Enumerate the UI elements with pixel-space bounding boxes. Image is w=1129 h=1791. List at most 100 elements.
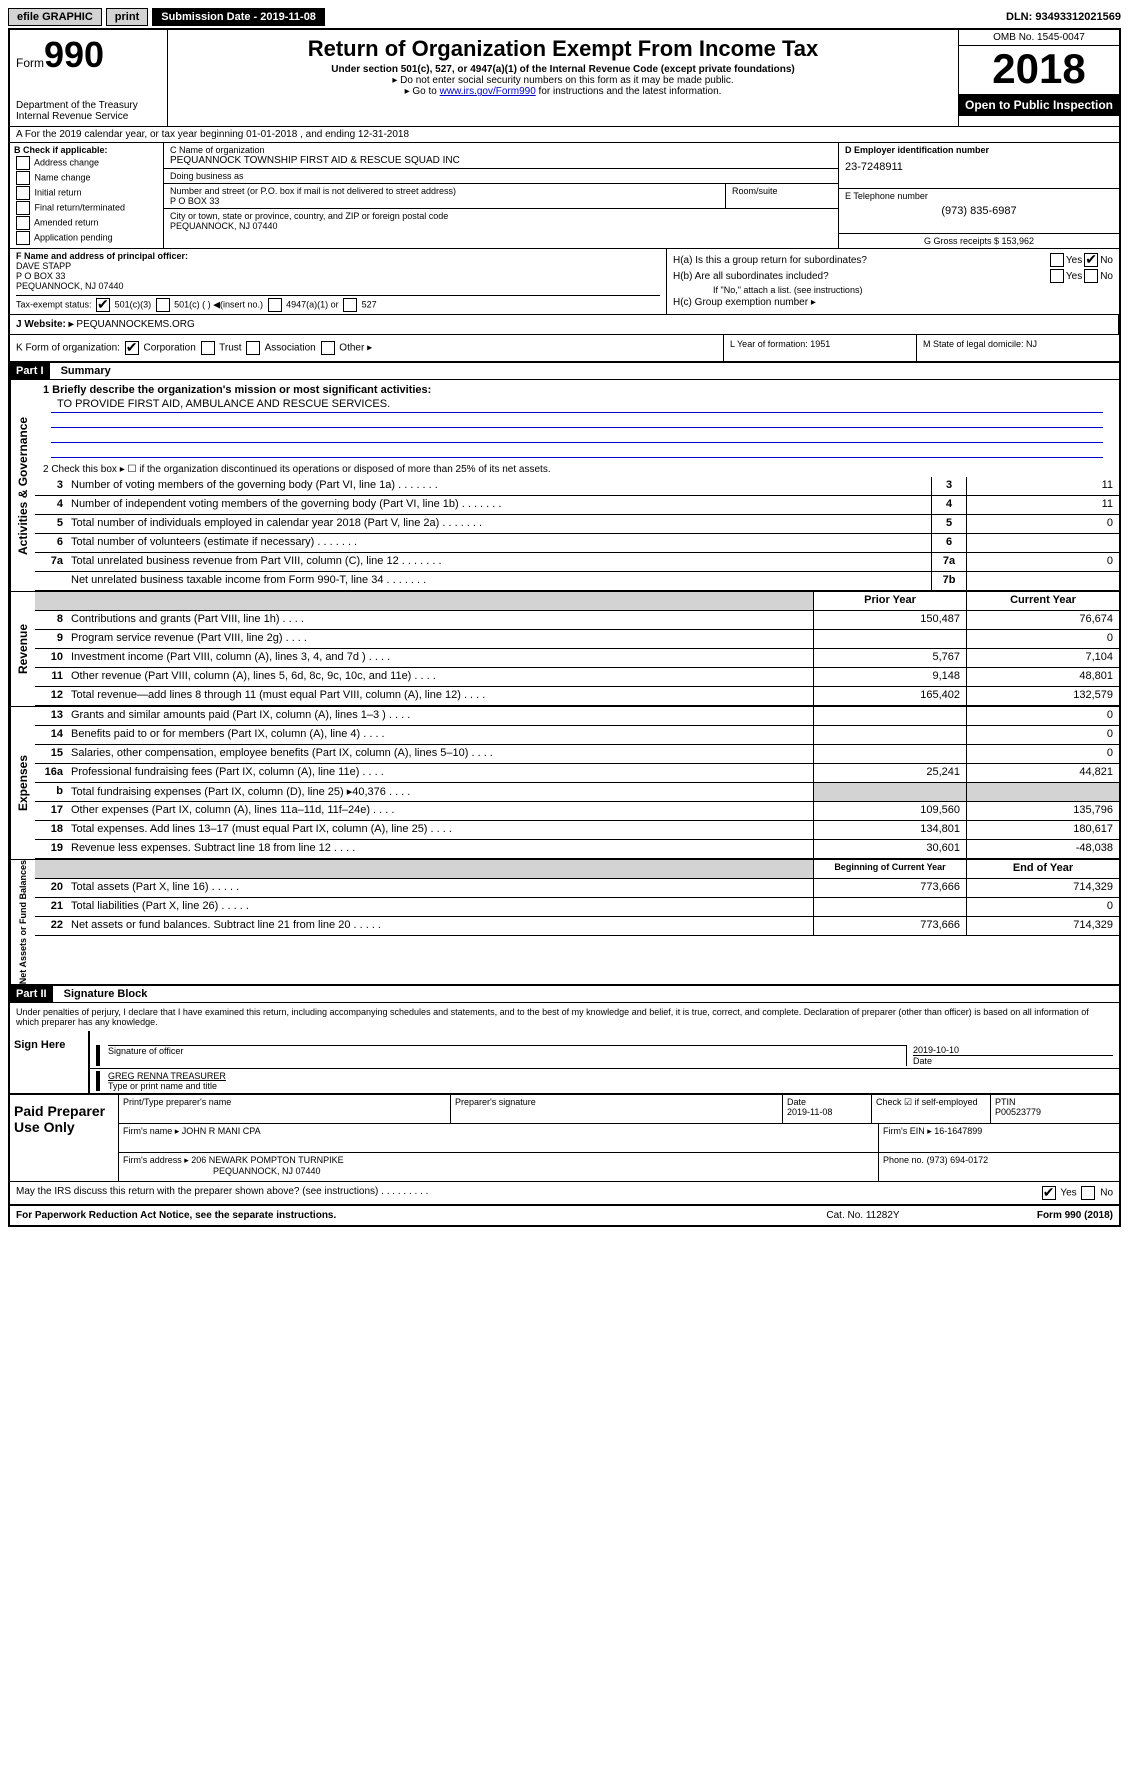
chk-final-return[interactable]	[16, 201, 30, 215]
open-public-badge: Open to Public Inspection	[959, 94, 1119, 116]
part1-badge: Part I	[10, 363, 50, 379]
goto-post: for instructions and the latest informat…	[536, 86, 722, 97]
lbl-address-change: Address change	[34, 157, 99, 167]
firm-ein-value: 16-1647899	[934, 1126, 982, 1136]
room-label: Room/suite	[726, 184, 838, 208]
chk-other[interactable]	[321, 341, 335, 355]
omb-number: OMB No. 1545-0047	[959, 30, 1119, 46]
hb-yes[interactable]	[1050, 269, 1064, 283]
table-row: 3Number of voting members of the governi…	[35, 477, 1119, 496]
form-prefix: Form	[16, 56, 44, 70]
sign-here-row: Sign Here Signature of officer 2019-10-1…	[10, 1031, 1119, 1094]
ha-label: H(a) Is this a group return for subordin…	[673, 255, 1048, 266]
part2-header-row: Part II Signature Block	[10, 986, 1119, 1003]
chk-amended[interactable]	[16, 216, 30, 230]
addr-value: P O BOX 33	[170, 196, 719, 206]
officer-addr: P O BOX 33	[16, 271, 660, 281]
part1-header-row: Part I Summary	[10, 363, 1119, 380]
table-row: 12Total revenue—add lines 8 through 11 (…	[35, 687, 1119, 706]
subtitle-2: ▸ Do not enter social security numbers o…	[176, 75, 950, 86]
lbl-527: 527	[362, 299, 377, 309]
tel-label: E Telephone number	[845, 191, 1113, 201]
chk-527[interactable]	[343, 298, 357, 312]
paid-preparer-label: Paid Preparer Use Only	[10, 1095, 119, 1181]
paid-preparer-block: Paid Preparer Use Only Print/Type prepar…	[10, 1094, 1119, 1182]
lbl-name-change: Name change	[35, 172, 91, 182]
firm-city-value: PEQUANNOCK, NJ 07440	[123, 1166, 321, 1176]
firm-name-value: JOHN R MANI CPA	[182, 1126, 261, 1136]
paperwork-notice: For Paperwork Reduction Act Notice, see …	[16, 1210, 763, 1221]
end-year-hdr: End of Year	[966, 860, 1119, 878]
footer-row: For Paperwork Reduction Act Notice, see …	[10, 1206, 1119, 1225]
lbl-initial-return: Initial return	[35, 187, 82, 197]
irs-link[interactable]: www.irs.gov/Form990	[440, 86, 536, 97]
chk-app-pending[interactable]	[16, 231, 30, 245]
city-label: City or town, state or province, country…	[170, 211, 832, 221]
firm-ein-label: Firm's EIN ▸	[883, 1126, 932, 1136]
form-org-label: K Form of organization:	[16, 343, 120, 354]
org-name-label: C Name of organization	[170, 145, 832, 155]
org-name: PEQUANNOCK TOWNSHIP FIRST AID & RESCUE S…	[170, 155, 832, 166]
firm-phone-label: Phone no.	[883, 1155, 924, 1165]
sign-here-label: Sign Here	[10, 1031, 90, 1093]
sidebar-governance: Activities & Governance	[10, 380, 35, 591]
form-header: Form990 Department of the Treasury Inter…	[10, 30, 1119, 127]
begin-year-hdr: Beginning of Current Year	[813, 860, 966, 878]
part2-title: Signature Block	[56, 986, 148, 1002]
print-button[interactable]: print	[106, 8, 148, 26]
self-employed: Check ☑ if self-employed	[872, 1095, 991, 1123]
row-a-calendar: A For the 2019 calendar year, or tax yea…	[10, 127, 1119, 142]
chk-501c3[interactable]	[96, 298, 110, 312]
sig-officer-label: Signature of officer	[108, 1045, 906, 1056]
hb-label: H(b) Are all subordinates included?	[673, 271, 1048, 282]
lbl-amended: Amended return	[34, 217, 99, 227]
col-b-title: B Check if applicable:	[14, 145, 159, 155]
discuss-yes[interactable]	[1042, 1186, 1056, 1200]
chk-4947[interactable]	[268, 298, 282, 312]
chk-address-change[interactable]	[16, 156, 30, 170]
tax-exempt-label: Tax-exempt status:	[16, 299, 92, 309]
hb-note: If "No," attach a list. (see instruction…	[673, 285, 1113, 295]
lbl-4947: 4947(a)(1) or	[286, 299, 339, 309]
table-row: 15Salaries, other compensation, employee…	[35, 745, 1119, 764]
table-row: 22Net assets or fund balances. Subtract …	[35, 917, 1119, 936]
chk-initial-return[interactable]	[16, 186, 30, 200]
cat-no: Cat. No. 11282Y	[763, 1210, 963, 1221]
lbl-app-pending: Application pending	[34, 232, 113, 242]
row-j: J Website: ▸ PEQUANNOCKEMS.ORG	[10, 315, 1119, 335]
chk-name-change[interactable]	[16, 171, 30, 185]
firm-phone-value: (973) 694-0172	[927, 1155, 989, 1165]
form-footer: Form 990 (2018)	[963, 1210, 1113, 1221]
hb-no[interactable]	[1084, 269, 1098, 283]
lbl-trust: Trust	[219, 343, 241, 354]
type-name-label: Type or print name and title	[108, 1081, 1113, 1091]
table-row: 4Number of independent voting members of…	[35, 496, 1119, 515]
website-value: PEQUANNOCKEMS.ORG	[76, 319, 194, 330]
prior-year-hdr: Prior Year	[813, 592, 966, 610]
lbl-501c: 501(c) ( ) ◀(insert no.)	[174, 299, 263, 309]
table-row: 18Total expenses. Add lines 13–17 (must …	[35, 821, 1119, 840]
submission-date: Submission Date - 2019-11-08	[152, 8, 325, 26]
chk-assoc[interactable]	[246, 341, 260, 355]
form-990: Form990 Department of the Treasury Inter…	[8, 28, 1121, 1227]
firm-name-label: Firm's name ▸	[123, 1126, 179, 1136]
chk-corp[interactable]	[125, 341, 139, 355]
sidebar-expenses: Expenses	[10, 707, 35, 859]
chk-501c[interactable]	[156, 298, 170, 312]
prep-date-value: 2019-11-08	[787, 1107, 832, 1117]
mission-text: TO PROVIDE FIRST AID, AMBULANCE AND RESC…	[51, 396, 1103, 413]
table-row: 10Investment income (Part VIII, column (…	[35, 649, 1119, 668]
chk-trust[interactable]	[201, 341, 215, 355]
goto-pre: ▸ Go to	[405, 86, 440, 97]
part2-badge: Part II	[10, 986, 53, 1002]
table-row: 17Other expenses (Part IX, column (A), l…	[35, 802, 1119, 821]
discuss-no[interactable]	[1081, 1186, 1095, 1200]
ptin-label: PTIN	[995, 1097, 1016, 1107]
lbl-assoc: Association	[265, 343, 316, 354]
ha-yes[interactable]	[1050, 253, 1064, 267]
lbl-501c3: 501(c)(3)	[115, 299, 152, 309]
dba-label: Doing business as	[164, 169, 838, 184]
ha-no[interactable]	[1084, 253, 1098, 267]
firm-addr-label: Firm's address ▸	[123, 1155, 189, 1165]
section-bcdefg: B Check if applicable: Address change Na…	[10, 143, 1119, 249]
